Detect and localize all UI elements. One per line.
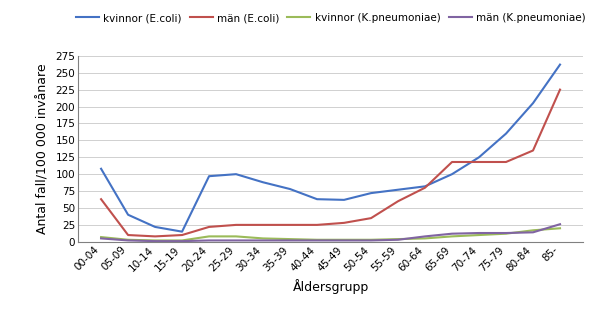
män (E.coli) bbox=[233, 223, 240, 227]
män (K.pneumoniae) bbox=[394, 238, 401, 241]
män (K.pneumoniae) bbox=[178, 239, 186, 243]
kvinnor (K.pneumoniae) bbox=[421, 237, 429, 240]
män (E.coli) bbox=[340, 221, 347, 225]
män (E.coli) bbox=[124, 233, 132, 237]
män (E.coli) bbox=[260, 223, 267, 227]
kvinnor (K.pneumoniae) bbox=[233, 235, 240, 238]
Legend: kvinnor (E.coli), män (E.coli), kvinnor (K.pneumoniae), män (K.pneumoniae): kvinnor (E.coli), män (E.coli), kvinnor … bbox=[72, 9, 590, 27]
kvinnor (E.coli) bbox=[206, 174, 213, 178]
män (E.coli) bbox=[475, 160, 483, 164]
män (K.pneumoniae) bbox=[206, 239, 213, 242]
män (E.coli) bbox=[206, 225, 213, 229]
Y-axis label: Antal fall/100 000 invånare: Antal fall/100 000 invånare bbox=[37, 64, 50, 234]
kvinnor (E.coli) bbox=[97, 167, 105, 170]
kvinnor (K.pneumoniae) bbox=[557, 226, 564, 230]
kvinnor (E.coli) bbox=[287, 187, 294, 191]
män (K.pneumoniae) bbox=[421, 235, 429, 238]
kvinnor (E.coli) bbox=[233, 172, 240, 176]
X-axis label: Åldersgrupp: Åldersgrupp bbox=[293, 279, 368, 294]
män (E.coli) bbox=[367, 216, 374, 220]
män (E.coli) bbox=[178, 233, 186, 237]
män (K.pneumoniae) bbox=[233, 239, 240, 242]
kvinnor (E.coli) bbox=[394, 188, 401, 192]
kvinnor (E.coli) bbox=[448, 172, 456, 176]
kvinnor (K.pneumoniae) bbox=[502, 232, 510, 236]
Line: kvinnor (K.pneumoniae): kvinnor (K.pneumoniae) bbox=[101, 228, 560, 241]
kvinnor (K.pneumoniae) bbox=[260, 237, 267, 240]
män (E.coli) bbox=[287, 223, 294, 227]
kvinnor (E.coli) bbox=[529, 101, 537, 105]
kvinnor (E.coli) bbox=[340, 198, 347, 202]
kvinnor (K.pneumoniae) bbox=[475, 233, 483, 237]
kvinnor (E.coli) bbox=[314, 197, 321, 201]
män (E.coli) bbox=[529, 148, 537, 152]
kvinnor (K.pneumoniae) bbox=[314, 238, 321, 241]
män (K.pneumoniae) bbox=[557, 222, 564, 226]
kvinnor (E.coli) bbox=[178, 230, 186, 233]
kvinnor (K.pneumoniae) bbox=[340, 238, 347, 241]
män (E.coli) bbox=[394, 199, 401, 203]
Line: män (K.pneumoniae): män (K.pneumoniae) bbox=[101, 224, 560, 241]
män (E.coli) bbox=[314, 223, 321, 227]
män (K.pneumoniae) bbox=[314, 239, 321, 242]
kvinnor (E.coli) bbox=[260, 180, 267, 184]
män (E.coli) bbox=[502, 160, 510, 164]
kvinnor (K.pneumoniae) bbox=[287, 237, 294, 241]
män (K.pneumoniae) bbox=[367, 239, 374, 242]
män (K.pneumoniae) bbox=[260, 239, 267, 242]
kvinnor (E.coli) bbox=[502, 132, 510, 135]
män (K.pneumoniae) bbox=[529, 230, 537, 234]
män (K.pneumoniae) bbox=[287, 239, 294, 242]
män (K.pneumoniae) bbox=[97, 237, 105, 240]
kvinnor (E.coli) bbox=[367, 191, 374, 195]
kvinnor (E.coli) bbox=[475, 155, 483, 159]
män (K.pneumoniae) bbox=[151, 239, 159, 243]
män (E.coli) bbox=[448, 160, 456, 164]
män (E.coli) bbox=[97, 197, 105, 201]
män (K.pneumoniae) bbox=[124, 239, 132, 242]
kvinnor (K.pneumoniae) bbox=[97, 235, 105, 239]
män (K.pneumoniae) bbox=[340, 239, 347, 242]
män (E.coli) bbox=[151, 235, 159, 238]
män (E.coli) bbox=[421, 186, 429, 189]
män (K.pneumoniae) bbox=[502, 231, 510, 235]
kvinnor (E.coli) bbox=[124, 213, 132, 217]
kvinnor (K.pneumoniae) bbox=[124, 238, 132, 241]
kvinnor (E.coli) bbox=[151, 225, 159, 229]
män (E.coli) bbox=[557, 88, 564, 91]
kvinnor (K.pneumoniae) bbox=[448, 235, 456, 238]
män (K.pneumoniae) bbox=[475, 231, 483, 235]
män (K.pneumoniae) bbox=[448, 232, 456, 236]
kvinnor (K.pneumoniae) bbox=[178, 239, 186, 242]
kvinnor (K.pneumoniae) bbox=[529, 228, 537, 232]
Line: kvinnor (E.coli): kvinnor (E.coli) bbox=[101, 64, 560, 232]
kvinnor (K.pneumoniae) bbox=[206, 235, 213, 238]
kvinnor (K.pneumoniae) bbox=[151, 239, 159, 242]
kvinnor (E.coli) bbox=[557, 63, 564, 66]
Line: män (E.coli): män (E.coli) bbox=[101, 90, 560, 237]
kvinnor (K.pneumoniae) bbox=[367, 238, 374, 241]
kvinnor (E.coli) bbox=[421, 184, 429, 188]
kvinnor (K.pneumoniae) bbox=[394, 237, 401, 241]
